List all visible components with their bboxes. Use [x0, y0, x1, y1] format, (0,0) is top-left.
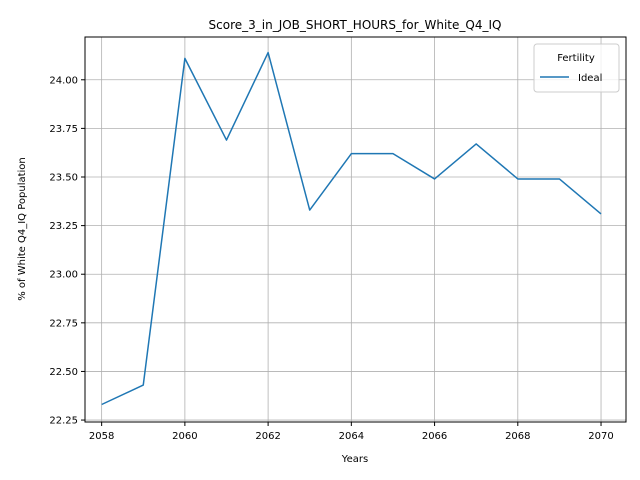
legend-label-ideal: Ideal: [578, 73, 602, 84]
y-tick-label: 23.00: [49, 270, 78, 281]
chart-title: Score_3_in_JOB_SHORT_HOURS_for_White_Q4_…: [209, 18, 502, 32]
legend-title: Fertility: [557, 53, 595, 64]
x-axis-label: Years: [341, 454, 368, 465]
y-axis-label: % of White Q4_IQ Population: [17, 157, 28, 301]
series-layer: [101, 51, 602, 406]
plot-area-frame: [84, 36, 627, 423]
y-tick-label: 22.50: [49, 367, 78, 378]
x-tick-label: 2062: [255, 431, 280, 442]
legend-box: [533, 43, 620, 93]
y-tick-label: 22.25: [49, 416, 78, 427]
x-tick-label: 2060: [172, 431, 197, 442]
x-tick-label: 2068: [505, 431, 530, 442]
legend: Fertility Ideal: [533, 43, 620, 93]
y-tick-label: 23.50: [49, 173, 78, 184]
x-tick-label: 2058: [89, 431, 114, 442]
grid: [85, 37, 626, 422]
x-tick-label: 2066: [422, 431, 447, 442]
y-tick-label: 23.75: [49, 124, 78, 135]
y-tick-label: 23.25: [49, 221, 78, 232]
y-tick-label: 24.00: [49, 75, 78, 86]
x-tick-label: 2064: [339, 431, 364, 442]
x-tick-label: 2070: [588, 431, 613, 442]
y-tick-label: 22.75: [49, 318, 78, 329]
tick-layer: 2058 2060 2062 2064 2066 2068 2070 22.25 22.50 22…: [49, 75, 613, 442]
